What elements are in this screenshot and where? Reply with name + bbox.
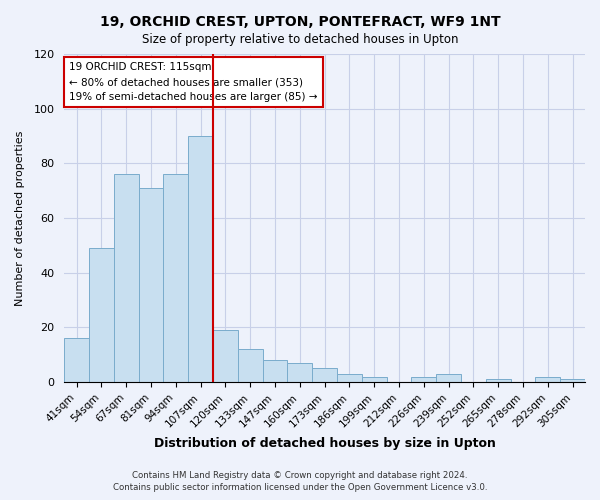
Bar (139, 188, 163, 382)
Text: 19, ORCHID CREST, UPTON, PONTEFRACT, WF9 1NT: 19, ORCHID CREST, UPTON, PONTEFRACT, WF9… (100, 15, 500, 29)
Bar (213, 330, 238, 382)
Bar (114, 174, 139, 382)
Bar (362, 376, 386, 382)
Bar (436, 374, 461, 382)
Text: Contains HM Land Registry data © Crown copyright and database right 2024.
Contai: Contains HM Land Registry data © Crown c… (113, 471, 487, 492)
Bar (263, 360, 287, 382)
Bar (287, 363, 312, 382)
Bar (560, 380, 585, 382)
Text: 19 ORCHID CREST: 115sqm
← 80% of detached houses are smaller (353)
19% of semi-d: 19 ORCHID CREST: 115sqm ← 80% of detache… (70, 62, 318, 102)
Bar (163, 174, 188, 382)
Bar (64, 338, 89, 382)
Bar (486, 380, 511, 382)
Bar (188, 136, 213, 382)
Bar (337, 374, 362, 382)
Y-axis label: Number of detached properties: Number of detached properties (15, 130, 25, 306)
Bar (312, 368, 337, 382)
Bar (238, 350, 263, 382)
X-axis label: Distribution of detached houses by size in Upton: Distribution of detached houses by size … (154, 437, 496, 450)
Bar (535, 376, 560, 382)
Bar (89, 248, 114, 382)
Bar (412, 376, 436, 382)
Text: Size of property relative to detached houses in Upton: Size of property relative to detached ho… (142, 32, 458, 46)
